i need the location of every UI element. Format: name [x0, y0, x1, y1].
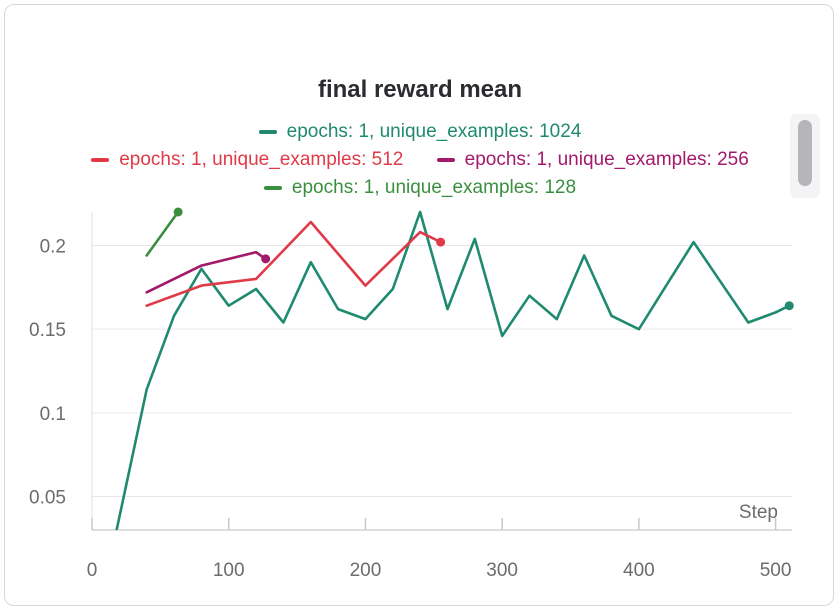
legend-label-512: epochs: 1, unique_examples: 512	[119, 149, 404, 170]
series-line-3[interactable]	[145, 210, 180, 257]
series-line-2[interactable]	[145, 250, 267, 294]
legend-scrollbar[interactable]	[790, 114, 820, 198]
y-tick-label: 0.15	[29, 320, 66, 341]
series-layer	[115, 207, 794, 530]
legend-label-256: epochs: 1, unique_examples: 256	[464, 149, 749, 170]
legend-swatch-1024	[258, 130, 277, 134]
y-tick-label: 0.1	[40, 404, 66, 425]
series-line-0[interactable]	[115, 210, 791, 530]
legend-item-1024[interactable]: epochs: 1, unique_examples: 1024	[258, 121, 582, 143]
y-tick-label: 0.05	[29, 488, 66, 509]
legend-row-1: epochs: 1, unique_examples: 1024	[0, 118, 840, 143]
legend-item-128[interactable]: epochs: 1, unique_examples: 128	[263, 177, 577, 199]
x-axis-label: Step	[739, 502, 778, 523]
x-tick-label: 0	[87, 560, 98, 581]
grid-layer	[92, 244, 792, 498]
series-endpoint-3[interactable]	[173, 207, 183, 217]
legend-item-512[interactable]: epochs: 1, unique_examples: 512	[91, 149, 403, 171]
x-tick-label: 500	[760, 560, 792, 581]
y-tick-label: 0.2	[40, 236, 66, 257]
series-endpoint-1[interactable]	[436, 237, 446, 247]
x-tick-label: 100	[213, 560, 245, 581]
legend-swatch-512	[91, 158, 110, 162]
legend-item-256[interactable]: epochs: 1, unique_examples: 256	[436, 149, 749, 171]
legend-swatch-128	[263, 186, 282, 190]
x-tick-label: 200	[350, 560, 382, 581]
series-endpoint-0[interactable]	[784, 301, 794, 311]
legend-row-3: epochs: 1, unique_examples: 128	[0, 174, 840, 199]
axis-layer: 0.05 0.1 0.15 0.2 0 100 200 300 400 500	[29, 212, 792, 581]
series-endpoint-2[interactable]	[261, 254, 271, 264]
chart-title: final reward mean	[317, 76, 523, 103]
series-line-1[interactable]	[145, 220, 442, 308]
legend-row-2: epochs: 1, unique_examples: 512 epochs: …	[0, 146, 840, 171]
legend-swatch-256	[436, 158, 455, 162]
legend-scrollbar-thumb[interactable]	[798, 120, 812, 186]
legend-label-128: epochs: 1, unique_examples: 128	[291, 177, 577, 198]
x-tick-label: 300	[486, 560, 518, 581]
x-tick-label: 400	[623, 560, 655, 581]
legend-label-1024: epochs: 1, unique_examples: 1024	[286, 121, 582, 142]
chart-panel	[4, 4, 834, 606]
